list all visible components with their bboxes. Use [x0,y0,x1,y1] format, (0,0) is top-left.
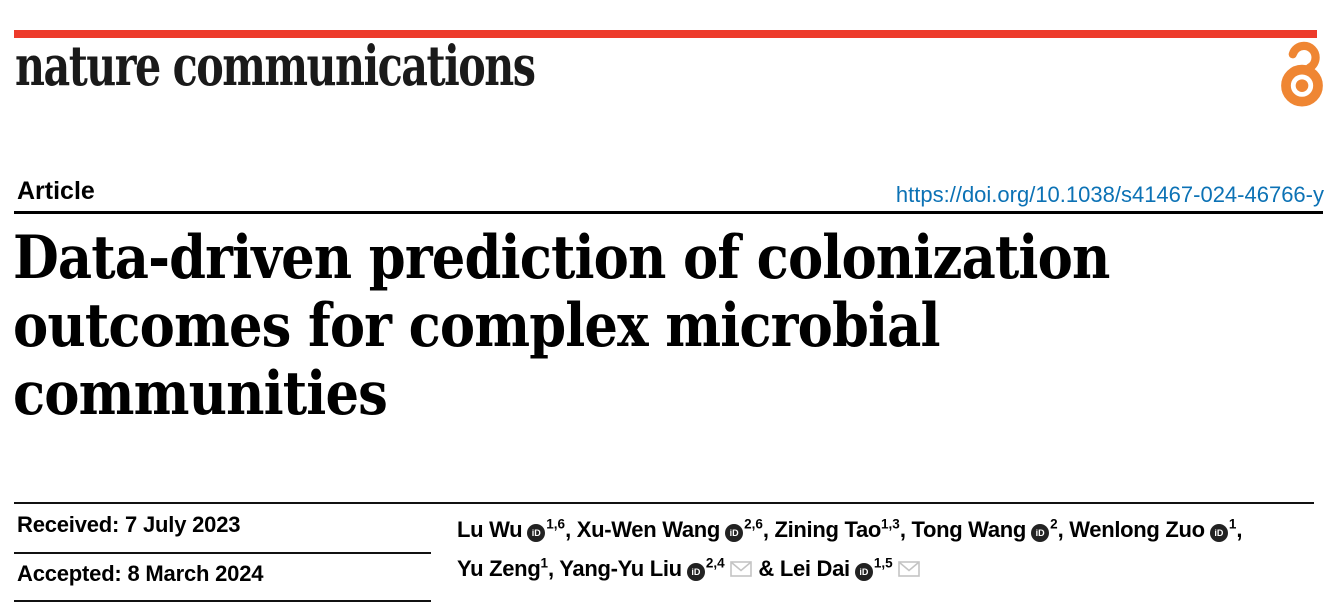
author: Tong Wang iD2, [911,517,1070,543]
author: Yu Zeng1, [457,555,560,581]
author-name: Zining Tao [774,517,882,543]
orcid-icon[interactable]: iD [527,524,546,543]
header-rule [14,211,1323,214]
author-separator: , [1057,517,1070,543]
author-affiliations: 1,6 [546,517,566,532]
orcid-icon[interactable]: iD [854,562,873,581]
author-name: Lei Dai [779,555,850,581]
author: Lu Wu iD1,6, [457,517,577,543]
accepted-date: Accepted: 8 March 2024 [17,561,264,586]
orcid-icon[interactable]: iD [725,524,744,543]
article-title: Data-driven prediction of colonization o… [13,223,1110,429]
author-separator: , [1236,517,1243,543]
author-name: Tong Wang [911,517,1027,543]
dates-bottom-rule [14,600,431,602]
author-affiliations: 2 [1050,517,1058,532]
author-name: Yu Zeng [457,555,541,581]
dates-top-rule [14,502,1314,504]
author-name: Lu Wu [457,517,523,543]
dates-mid-rule [14,552,431,554]
title-line: Data-driven prediction of colonization [13,223,1110,293]
author-affiliations: 2,4 [705,555,725,571]
article-type-label: Article [17,177,95,205]
masthead-accent-bar [14,30,1317,38]
author: Wenlong Zuo iD1, [1069,517,1243,543]
author: Zining Tao1,3, [774,517,911,542]
author: Xu-Wen Wang iD2,6, [576,517,775,543]
author-affiliations: 1,5 [873,555,893,571]
email-icon[interactable] [897,553,920,586]
author-separator: , [899,517,912,543]
author-affiliations: 1 [540,555,548,571]
open-access-icon [1276,41,1328,107]
author-affiliations: 2,6 [744,517,763,532]
title-line: communities [13,359,388,429]
journal-logo: nature communications [15,33,536,98]
author: Lei Dai iD1,5 [779,555,921,581]
orcid-icon[interactable]: iD [1031,524,1050,543]
author-name: Wenlong Zuo [1069,517,1205,543]
author-affiliations: 1 [1228,517,1237,532]
author-name: Xu-Wen Wang [576,517,721,543]
author: Yang-Yu Liu iD2,4 & [559,555,780,581]
author-list: Lu Wu iD1,6, Xu-Wen Wang iD2,6, Zining Tao… [457,508,1337,586]
author-separator: , [547,555,560,581]
doi-link[interactable]: https://doi.org/10.1038/s41467-024-46766… [895,182,1324,207]
orcid-icon[interactable]: iD [686,562,705,581]
received-date: Received: 7 July 2023 [17,512,241,537]
orcid-icon[interactable]: iD [1209,524,1228,543]
author-separator: , [565,517,577,543]
author-affiliations: 1,3 [881,517,900,532]
author-separator: , [762,517,775,543]
email-icon[interactable] [729,553,752,586]
author-separator: & [752,555,780,581]
author-name: Yang-Yu Liu [559,555,682,581]
title-line: outcomes for complex microbial [13,291,941,361]
